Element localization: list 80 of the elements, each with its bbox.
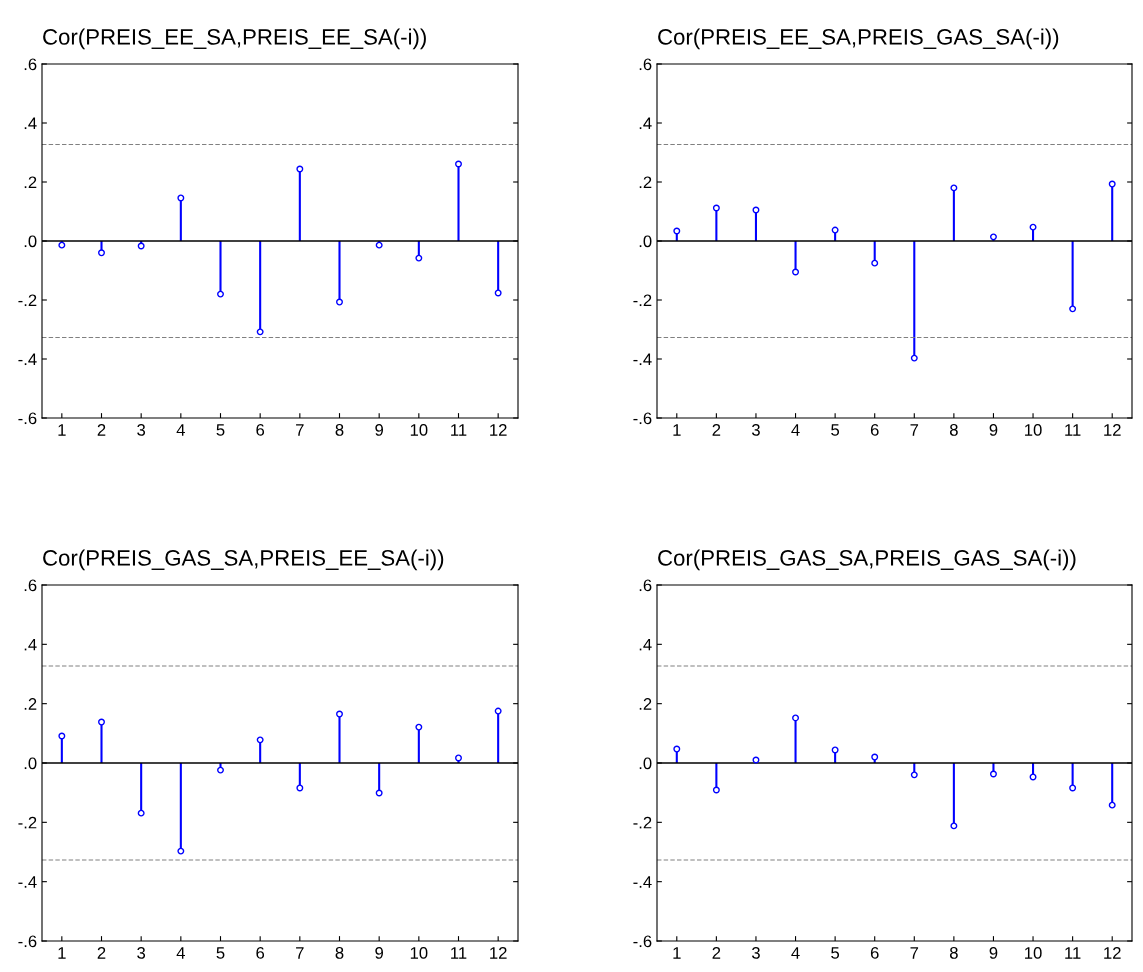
y-tick-label: .6 [639, 58, 652, 71]
x-tick-label: 2 [712, 947, 721, 959]
y-tick-label: .4 [24, 638, 37, 651]
x-tick-label: 4 [791, 424, 800, 436]
x-tick-label: 3 [137, 947, 146, 959]
chart-title: Cor(PREIS_EE_SA,PREIS_GAS_SA(-i)) [658, 28, 1059, 50]
y-tick-label: .2 [24, 176, 37, 189]
y-tick-label: -.4 [18, 876, 37, 888]
y-tick-label: -.6 [18, 412, 37, 425]
x-tick-label: 10 [1025, 947, 1042, 959]
y-tick-label: .2 [639, 698, 652, 710]
x-tick-label: 4 [176, 947, 185, 959]
x-tick-label: 5 [831, 424, 840, 436]
x-tick-label: 3 [751, 424, 760, 436]
x-tick-label: 1 [673, 947, 681, 959]
y-tick-label: .0 [24, 235, 37, 248]
x-tick-label: 12 [490, 947, 507, 959]
x-tick-label: 7 [296, 424, 304, 436]
x-tick-label: 11 [451, 424, 467, 436]
chart-title: Cor(PREIS_GAS_SA,PREIS_GAS_SA(-i)) [658, 549, 1076, 571]
x-tick-label: 12 [490, 424, 507, 436]
x-tick-label: 9 [375, 947, 384, 959]
x-tick-label: 2 [97, 424, 106, 436]
x-tick-label: 11 [451, 947, 467, 959]
y-tick-label: .0 [24, 757, 37, 770]
y-tick-label: .2 [639, 176, 652, 189]
y-tick-label: .4 [639, 117, 652, 130]
x-tick-label: 8 [949, 424, 958, 436]
x-tick-label: 6 [870, 424, 879, 436]
x-tick-label: 1 [58, 947, 66, 959]
y-tick-label: .4 [24, 117, 37, 130]
chart-title: Cor(PREIS_GAS_SA,PREIS_EE_SA(-i)) [43, 549, 444, 571]
x-tick-label: 7 [296, 947, 304, 959]
y-tick-label: .2 [24, 698, 37, 710]
y-tick-label: -.2 [633, 816, 652, 829]
x-tick-label: 10 [410, 947, 428, 959]
y-tick-label: -.2 [633, 294, 652, 307]
x-tick-label: 7 [910, 424, 919, 436]
x-tick-label: 3 [137, 424, 146, 436]
x-tick-label: 5 [831, 947, 840, 959]
x-tick-label: 8 [335, 947, 344, 959]
x-tick-label: 3 [751, 947, 760, 959]
x-tick-label: 9 [375, 424, 384, 436]
y-tick-label: -.2 [18, 816, 37, 829]
x-tick-label: 6 [870, 947, 879, 959]
x-tick-label: 11 [1065, 947, 1081, 959]
x-tick-label: 6 [256, 947, 265, 959]
x-tick-label: 12 [1104, 424, 1121, 436]
x-tick-label: 9 [989, 424, 998, 436]
x-tick-label: 1 [673, 424, 681, 436]
y-tick-label: -.6 [633, 412, 652, 425]
x-tick-label: 6 [256, 424, 265, 436]
x-tick-label: 5 [216, 424, 225, 436]
y-tick-label: .6 [24, 58, 37, 71]
y-tick-label: .6 [24, 579, 37, 592]
y-tick-label: -.4 [18, 353, 37, 366]
y-tick-label: -.4 [633, 876, 652, 888]
y-tick-label: .0 [639, 235, 652, 248]
y-tick-label: .6 [639, 579, 652, 592]
y-tick-label: .0 [639, 757, 652, 770]
y-tick-label: -.6 [633, 935, 652, 948]
x-tick-label: 2 [97, 947, 106, 959]
y-tick-label: -.6 [18, 935, 37, 948]
x-tick-label: 11 [1065, 424, 1081, 436]
chart-title: Cor(PREIS_EE_SA,PREIS_EE_SA(-i)) [43, 28, 426, 50]
x-tick-label: 12 [1104, 947, 1121, 959]
x-tick-label: 8 [949, 947, 958, 959]
x-tick-label: 10 [410, 424, 428, 436]
x-tick-label: 1 [58, 424, 66, 436]
y-tick-label: -.2 [18, 294, 37, 307]
x-tick-label: 4 [176, 424, 185, 436]
x-tick-label: 5 [216, 947, 225, 959]
x-tick-label: 7 [910, 947, 919, 959]
x-tick-label: 4 [791, 947, 800, 959]
x-tick-label: 9 [989, 947, 998, 959]
x-tick-label: 8 [335, 424, 344, 436]
x-tick-label: 10 [1025, 424, 1042, 436]
y-tick-label: .4 [639, 638, 652, 651]
x-tick-label: 2 [712, 424, 721, 436]
y-tick-label: -.4 [633, 353, 652, 366]
